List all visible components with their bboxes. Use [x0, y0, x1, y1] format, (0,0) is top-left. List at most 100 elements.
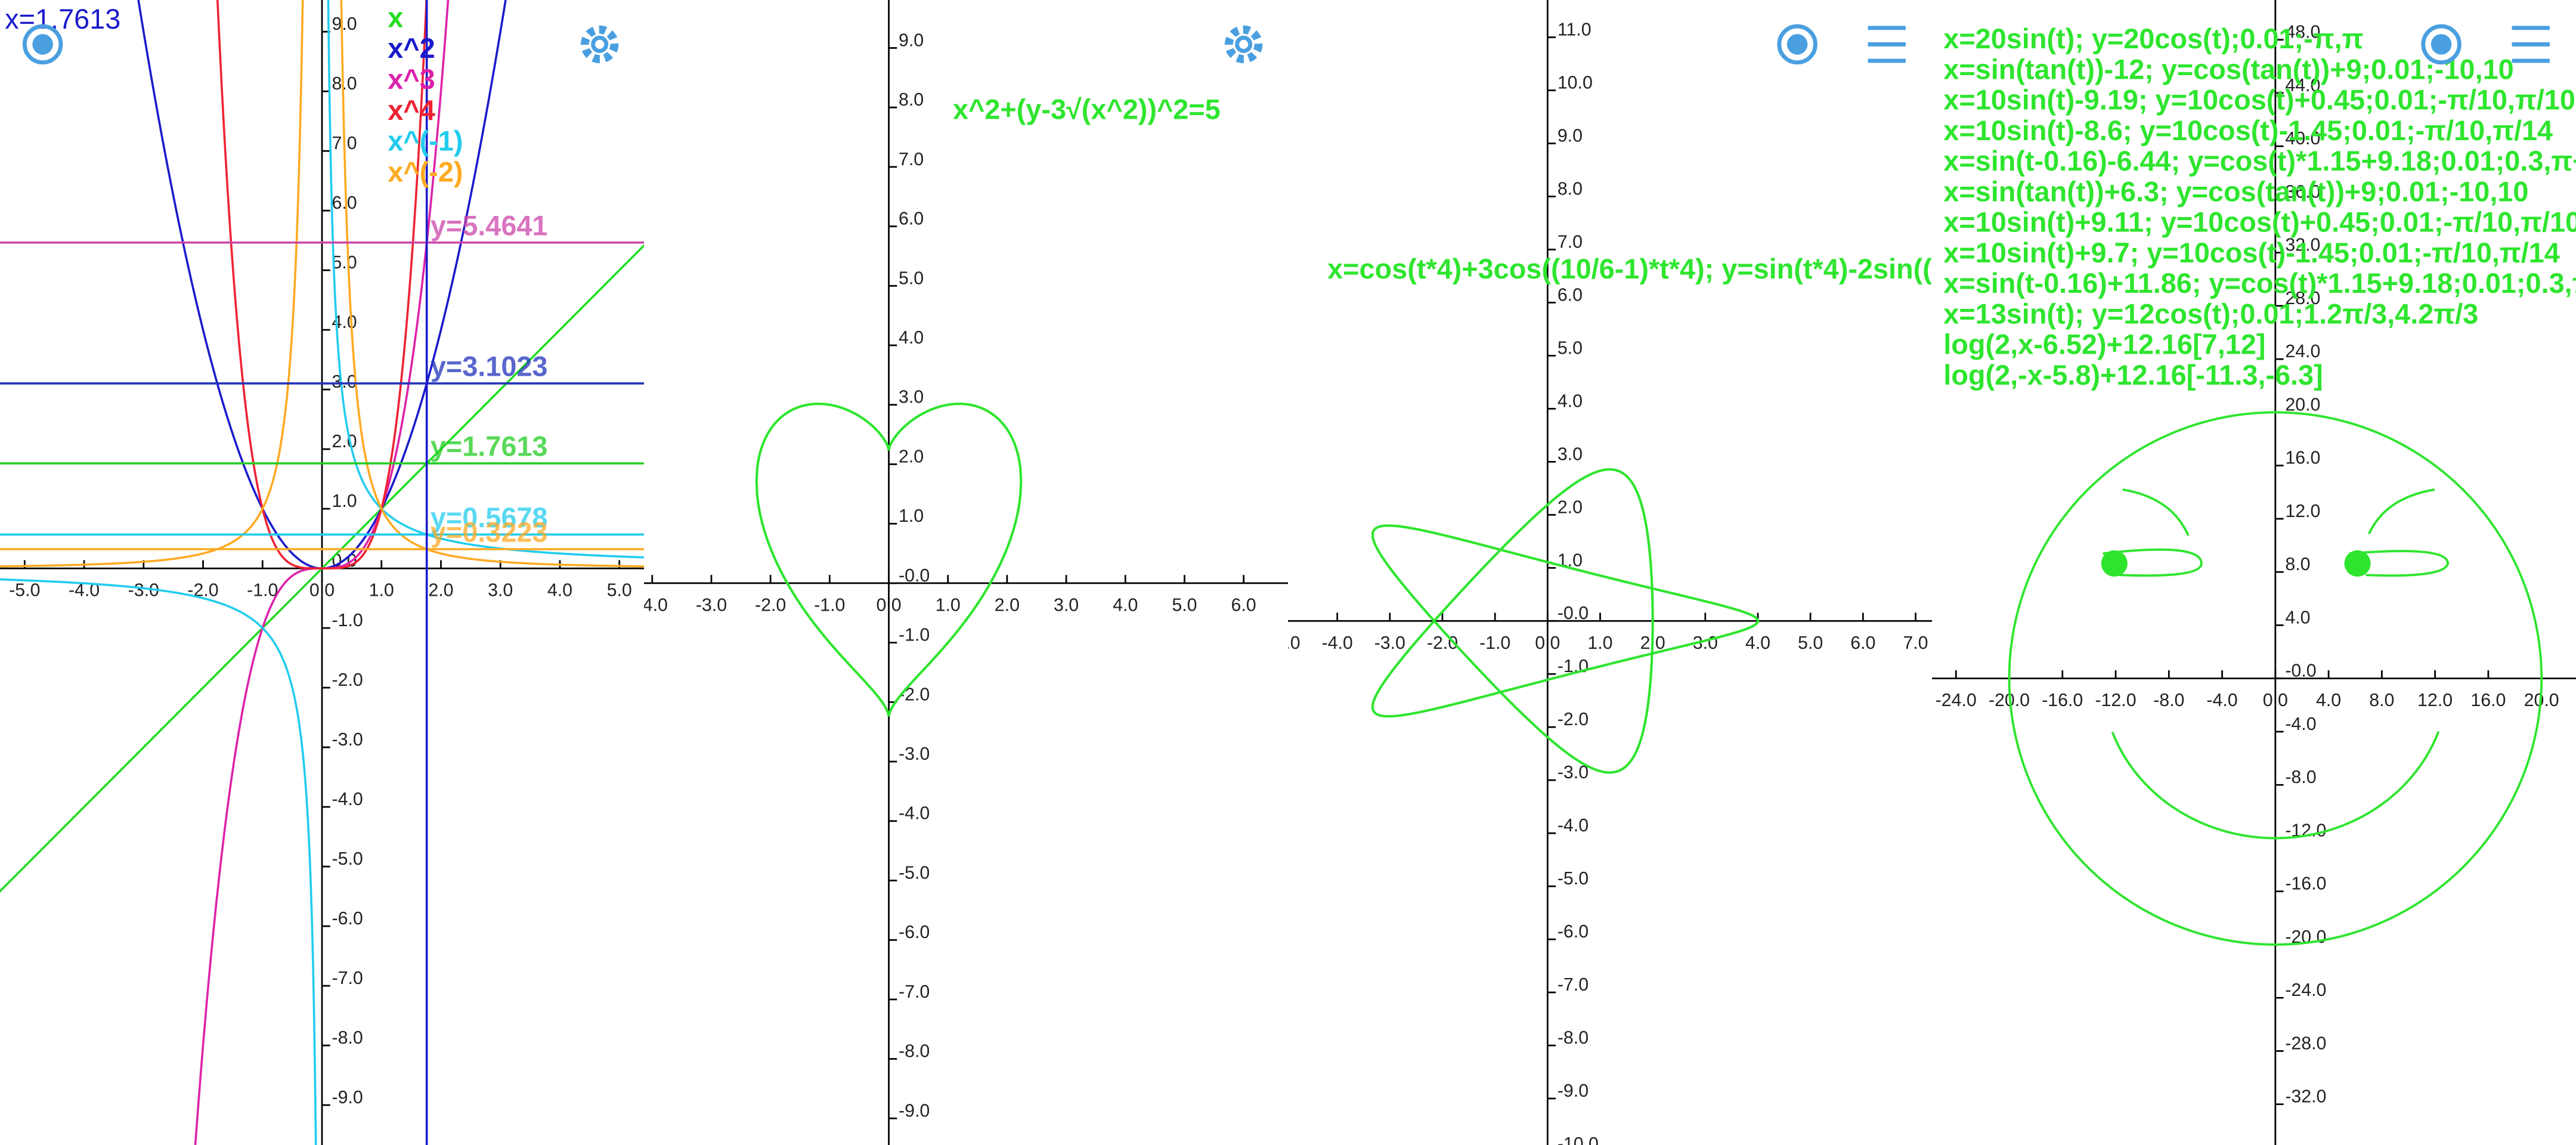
y-tick-label: -28.0: [2285, 1033, 2326, 1053]
x-tick-label: -4.0: [1322, 633, 1353, 653]
y-tick-label: 48.0: [2285, 23, 2320, 42]
x-tick-label: 4.0: [1745, 633, 1770, 653]
eye-outline: [2349, 550, 2450, 577]
x-tick-label: 2.0: [428, 581, 453, 601]
x-tick-label: -5.0: [1269, 633, 1300, 653]
x-tick-label: -16.0: [2042, 691, 2083, 710]
y-tick-label: -7.0: [332, 968, 363, 988]
y-tick-label: -6.0: [899, 923, 930, 942]
x-tick-label: -1.0: [1479, 633, 1510, 653]
y-tick-label: 9.0: [1558, 126, 1583, 146]
readout: x=1.7613: [5, 4, 120, 35]
equation-label: x=sin(t-0.16)+11.86; y=cos(t)*1.15+9.18;…: [1943, 268, 2576, 299]
y-tick-label: 2.0: [332, 432, 357, 451]
panel: -4.0 -3.0 -2.0 -1.0 0.0 1.0 2.0 3.0 4.0 5.0 6.0 9.0…: [637, 0, 1288, 1145]
y-tick-label: -8.0: [1558, 1028, 1589, 1048]
menu-button[interactable]: [1868, 26, 1906, 63]
y-tick-label: -1.0: [332, 611, 363, 630]
refresh-button[interactable]: [22, 24, 63, 65]
equation-label: x=10sin(t)+9.7; y=10cos(t)-1.45;0.01;-π/…: [1943, 237, 2560, 268]
equation-label: log(2,x-6.52)+12.16[7,12]: [1943, 329, 2265, 360]
y-tick-label: -3.0: [1558, 763, 1589, 782]
x-tick-label: 0.0: [1535, 633, 1560, 653]
settings-button[interactable]: [1224, 25, 1263, 64]
y-tick-label: -32.0: [2285, 1087, 2326, 1107]
smile: [2111, 731, 2440, 840]
y-tick-label: 4.0: [2285, 608, 2310, 627]
x-tick-label: 5.0: [607, 581, 632, 601]
y-tick-label: -4.0: [1558, 816, 1589, 835]
x-tick-label: -24.0: [1936, 691, 1977, 710]
eye-pupil: [2344, 550, 2371, 577]
function-curve: [0, 0, 644, 1145]
equation-label: x=sin(tan(t))-12; y=cos(tan(t))+9;0.01;-…: [1943, 54, 2513, 85]
panel: -24.0 -20.0 -16.0 -12.0 -8.0 -4.0 0.0 4.0 8.0 12.…: [1932, 0, 2576, 1145]
y-tick-label: -2.0: [332, 670, 363, 690]
legend-entry: x^(-1): [388, 126, 463, 157]
legend-entry: x^3: [388, 64, 435, 95]
y-tick-label: 4.0: [899, 328, 924, 348]
y-tick-label: 3.0: [899, 388, 924, 407]
y-tick-label: 2.0: [1558, 497, 1583, 517]
brow: [2368, 488, 2435, 535]
y-tick-label: 8.0: [332, 74, 357, 94]
y-tick-label: 5.0: [332, 253, 357, 273]
y-tick-label: 6.0: [899, 209, 924, 229]
x-tick-label: -3.0: [1374, 633, 1405, 653]
intersection-label: y=1.7613: [431, 431, 548, 462]
y-tick-label: 9.0: [332, 14, 357, 34]
y-tick-label: -7.0: [899, 982, 930, 1002]
y-tick-label: 8.0: [1558, 179, 1583, 199]
equation-curve: [1371, 468, 1760, 774]
y-tick-label: -5.0: [332, 849, 363, 869]
function-curve: [0, 0, 644, 568]
y-tick-label: 3.0: [1558, 444, 1583, 464]
y-tick-label: 7.0: [899, 150, 924, 169]
eye-outline: [2103, 548, 2203, 577]
panel: -5.0 -4.0 -3.0 -2.0 -1.0 0.0 1.0 2.0 3.0 4.0 5.0 6.…: [1269, 0, 1932, 1145]
y-tick-label: 9.0: [899, 30, 924, 50]
brow: [2122, 488, 2190, 536]
intersection-label: y=0.3223: [431, 516, 548, 547]
y-tick-label: -24.0: [2285, 980, 2326, 1000]
equation-label: log(2,-x-5.8)+12.16[-11.3,-6.3]: [1943, 360, 2323, 391]
intersection-label: y=0.5678: [431, 502, 548, 533]
y-tick-label: 20.0: [2285, 395, 2320, 414]
y-tick-label: 10.0: [1558, 73, 1593, 92]
y-tick-label: 3.0: [332, 372, 357, 392]
y-tick-label: -5.0: [1558, 869, 1589, 889]
y-tick-label: 6.0: [1558, 285, 1583, 305]
settings-button[interactable]: [580, 25, 619, 64]
x-tick-label: 1.0: [369, 581, 394, 601]
y-tick-label: -4.0: [899, 804, 930, 824]
y-tick-label: 28.0: [2285, 289, 2320, 308]
y-tick-label: 44.0: [2285, 76, 2320, 95]
equation-label: x=20sin(t); y=20cos(t);0.01;-π,π: [1943, 23, 2363, 54]
y-tick-label: -1.0: [899, 626, 930, 645]
y-tick-label: 11.0: [1558, 20, 1592, 40]
refresh-button[interactable]: [2421, 24, 2462, 65]
x-tick-label: -3.0: [696, 595, 727, 615]
equation-label: x^2+(y-3√(x^2))^2=5: [953, 94, 1221, 125]
x-tick-label: -1.0: [814, 595, 845, 615]
menu-button[interactable]: [2512, 26, 2550, 63]
equation-label: x=10sin(t)-8.6; y=10cos(t)-1.45;0.01;-π/…: [1943, 115, 2553, 146]
y-tick-label: 8.0: [2285, 555, 2310, 574]
eye-pupil: [2101, 550, 2128, 577]
x-tick-label: -1.0: [247, 581, 278, 601]
refresh-button[interactable]: [1777, 24, 1818, 65]
x-tick-label: -8.0: [2153, 691, 2184, 710]
equation-label: x=sin(t-0.16)-6.44; y=cos(t)*1.15+9.18;0…: [1943, 146, 2576, 177]
x-tick-label: -5.0: [9, 581, 40, 601]
x-tick-label: 16.0: [2470, 691, 2506, 710]
x-tick-label: 0.0: [2263, 691, 2288, 710]
x-tick-label: -4.0: [637, 595, 668, 615]
x-tick-label: 2.0: [995, 595, 1020, 615]
y-tick-label: -8.0: [899, 1042, 930, 1062]
y-tick-label: 5.0: [899, 268, 924, 288]
y-tick-label: -8.0: [332, 1028, 363, 1048]
y-tick-label: -4.0: [2285, 714, 2316, 734]
x-tick-label: 1.0: [1587, 633, 1612, 653]
y-tick-label: 36.0: [2285, 182, 2320, 202]
